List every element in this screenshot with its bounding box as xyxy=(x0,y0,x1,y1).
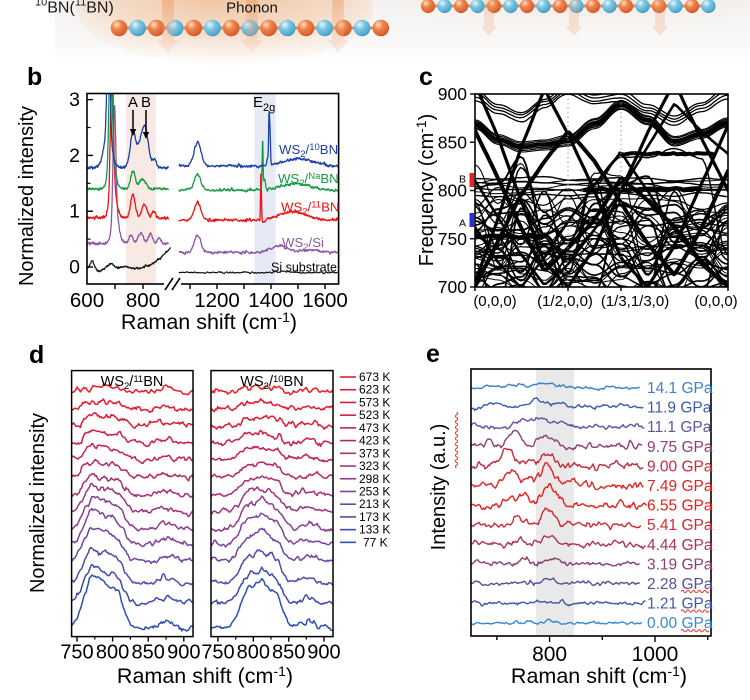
svg-text:1400: 1400 xyxy=(248,289,294,312)
svg-text:0.00 GPa: 0.00 GPa xyxy=(647,615,713,632)
svg-text:B: B xyxy=(459,174,466,186)
svg-text:1.21 GPa: 1.21 GPa xyxy=(647,596,713,613)
svg-text:1600: 1600 xyxy=(302,289,348,312)
svg-text:3: 3 xyxy=(69,89,80,111)
svg-text:373 K: 373 K xyxy=(359,446,390,460)
svg-text:10BN(11BN): 10BN(11BN) xyxy=(35,0,114,17)
svg-text:Intensity (a.u.): Intensity (a.u.) xyxy=(428,424,450,551)
svg-text:800: 800 xyxy=(237,642,270,664)
svg-text:573 K: 573 K xyxy=(359,395,390,409)
svg-text:1000: 1000 xyxy=(632,643,679,666)
svg-text:9.75 GPa: 9.75 GPa xyxy=(647,439,713,456)
svg-text:900: 900 xyxy=(307,642,340,664)
svg-text:7.49 GPa: 7.49 GPa xyxy=(647,478,713,495)
svg-text:750: 750 xyxy=(201,642,234,664)
svg-text:323 K: 323 K xyxy=(359,459,390,473)
svg-text:77 K: 77 K xyxy=(363,535,388,549)
svg-text:2.28 GPa: 2.28 GPa xyxy=(647,576,713,593)
svg-text:Frequency (cm-1): Frequency (cm-1) xyxy=(413,114,438,267)
svg-text:(0,0,0): (0,0,0) xyxy=(473,293,516,310)
svg-text:11.9 GPa: 11.9 GPa xyxy=(647,400,712,417)
svg-text:e: e xyxy=(426,340,440,368)
svg-text:A: A xyxy=(459,218,466,230)
svg-text:253 K: 253 K xyxy=(359,484,390,498)
svg-text:700: 700 xyxy=(438,277,467,297)
svg-text:900: 900 xyxy=(438,84,467,104)
svg-text:c: c xyxy=(419,63,433,91)
svg-text:Raman shift (cm-1): Raman shift (cm-1) xyxy=(511,663,687,688)
svg-text:1200: 1200 xyxy=(194,289,240,312)
svg-text:4.44 GPa: 4.44 GPa xyxy=(647,537,713,554)
svg-text:(1/3,1/3,0): (1/3,1/3,0) xyxy=(601,293,669,310)
svg-text:9.00 GPa: 9.00 GPa xyxy=(647,458,713,475)
svg-text:850: 850 xyxy=(132,642,165,664)
svg-text:Normalized intensity: Normalized intensity xyxy=(27,413,49,593)
svg-text:900: 900 xyxy=(167,642,200,664)
svg-text:1: 1 xyxy=(69,201,80,223)
svg-text:(0,0,0): (0,0,0) xyxy=(694,293,737,310)
svg-text:b: b xyxy=(27,63,42,91)
svg-text:(1/2,0,0): (1/2,0,0) xyxy=(537,293,593,310)
svg-text:WS2/Si: WS2/Si xyxy=(282,235,324,253)
svg-text:6.55 GPa: 6.55 GPa xyxy=(647,498,713,515)
svg-text:B: B xyxy=(141,94,151,111)
svg-text:11.1 GPa: 11.1 GPa xyxy=(647,419,712,436)
svg-text:Raman shift (cm-1): Raman shift (cm-1) xyxy=(121,309,297,334)
svg-text:800: 800 xyxy=(126,289,160,312)
svg-text:673 K: 673 K xyxy=(359,370,390,384)
svg-text:Si substrate: Si substrate xyxy=(271,261,337,275)
svg-text:Raman shift (cm-1): Raman shift (cm-1) xyxy=(117,663,293,688)
svg-text:800: 800 xyxy=(438,181,467,201)
svg-text:WS2/11BN: WS2/11BN xyxy=(281,200,339,218)
svg-text:2: 2 xyxy=(69,145,80,167)
svg-text:A: A xyxy=(128,94,138,111)
svg-text:173 K: 173 K xyxy=(359,510,390,524)
svg-text:WS2/11BN: WS2/11BN xyxy=(101,374,164,392)
svg-text:298 K: 298 K xyxy=(359,472,390,486)
svg-text:14.1 GPa: 14.1 GPa xyxy=(647,380,713,397)
svg-text:WS2/10BN: WS2/10BN xyxy=(279,142,338,160)
svg-text:WS2/NaBN: WS2/NaBN xyxy=(278,171,339,189)
svg-text:133 K: 133 K xyxy=(359,523,390,537)
svg-text:800: 800 xyxy=(532,643,567,666)
svg-text:5.41 GPa: 5.41 GPa xyxy=(647,517,713,534)
svg-text:800: 800 xyxy=(96,642,129,664)
svg-text:0: 0 xyxy=(69,257,80,279)
svg-text:750: 750 xyxy=(60,642,93,664)
svg-text:213 K: 213 K xyxy=(359,497,390,511)
svg-text:WS2/10BN: WS2/10BN xyxy=(240,374,303,392)
svg-text:3.19 GPa: 3.19 GPa xyxy=(647,556,713,573)
svg-text:623 K: 623 K xyxy=(359,383,390,397)
svg-text:Phonon: Phonon xyxy=(226,0,278,17)
svg-text:Normalized intensity: Normalized intensity xyxy=(16,106,38,286)
svg-text:750: 750 xyxy=(438,229,467,249)
svg-text:423 K: 423 K xyxy=(359,434,390,448)
svg-text:523 K: 523 K xyxy=(359,408,390,422)
svg-text:850: 850 xyxy=(272,642,305,664)
svg-text:850: 850 xyxy=(438,132,467,152)
svg-text:473 K: 473 K xyxy=(359,421,390,435)
svg-text:600: 600 xyxy=(70,289,104,312)
svg-text:d: d xyxy=(29,341,44,369)
